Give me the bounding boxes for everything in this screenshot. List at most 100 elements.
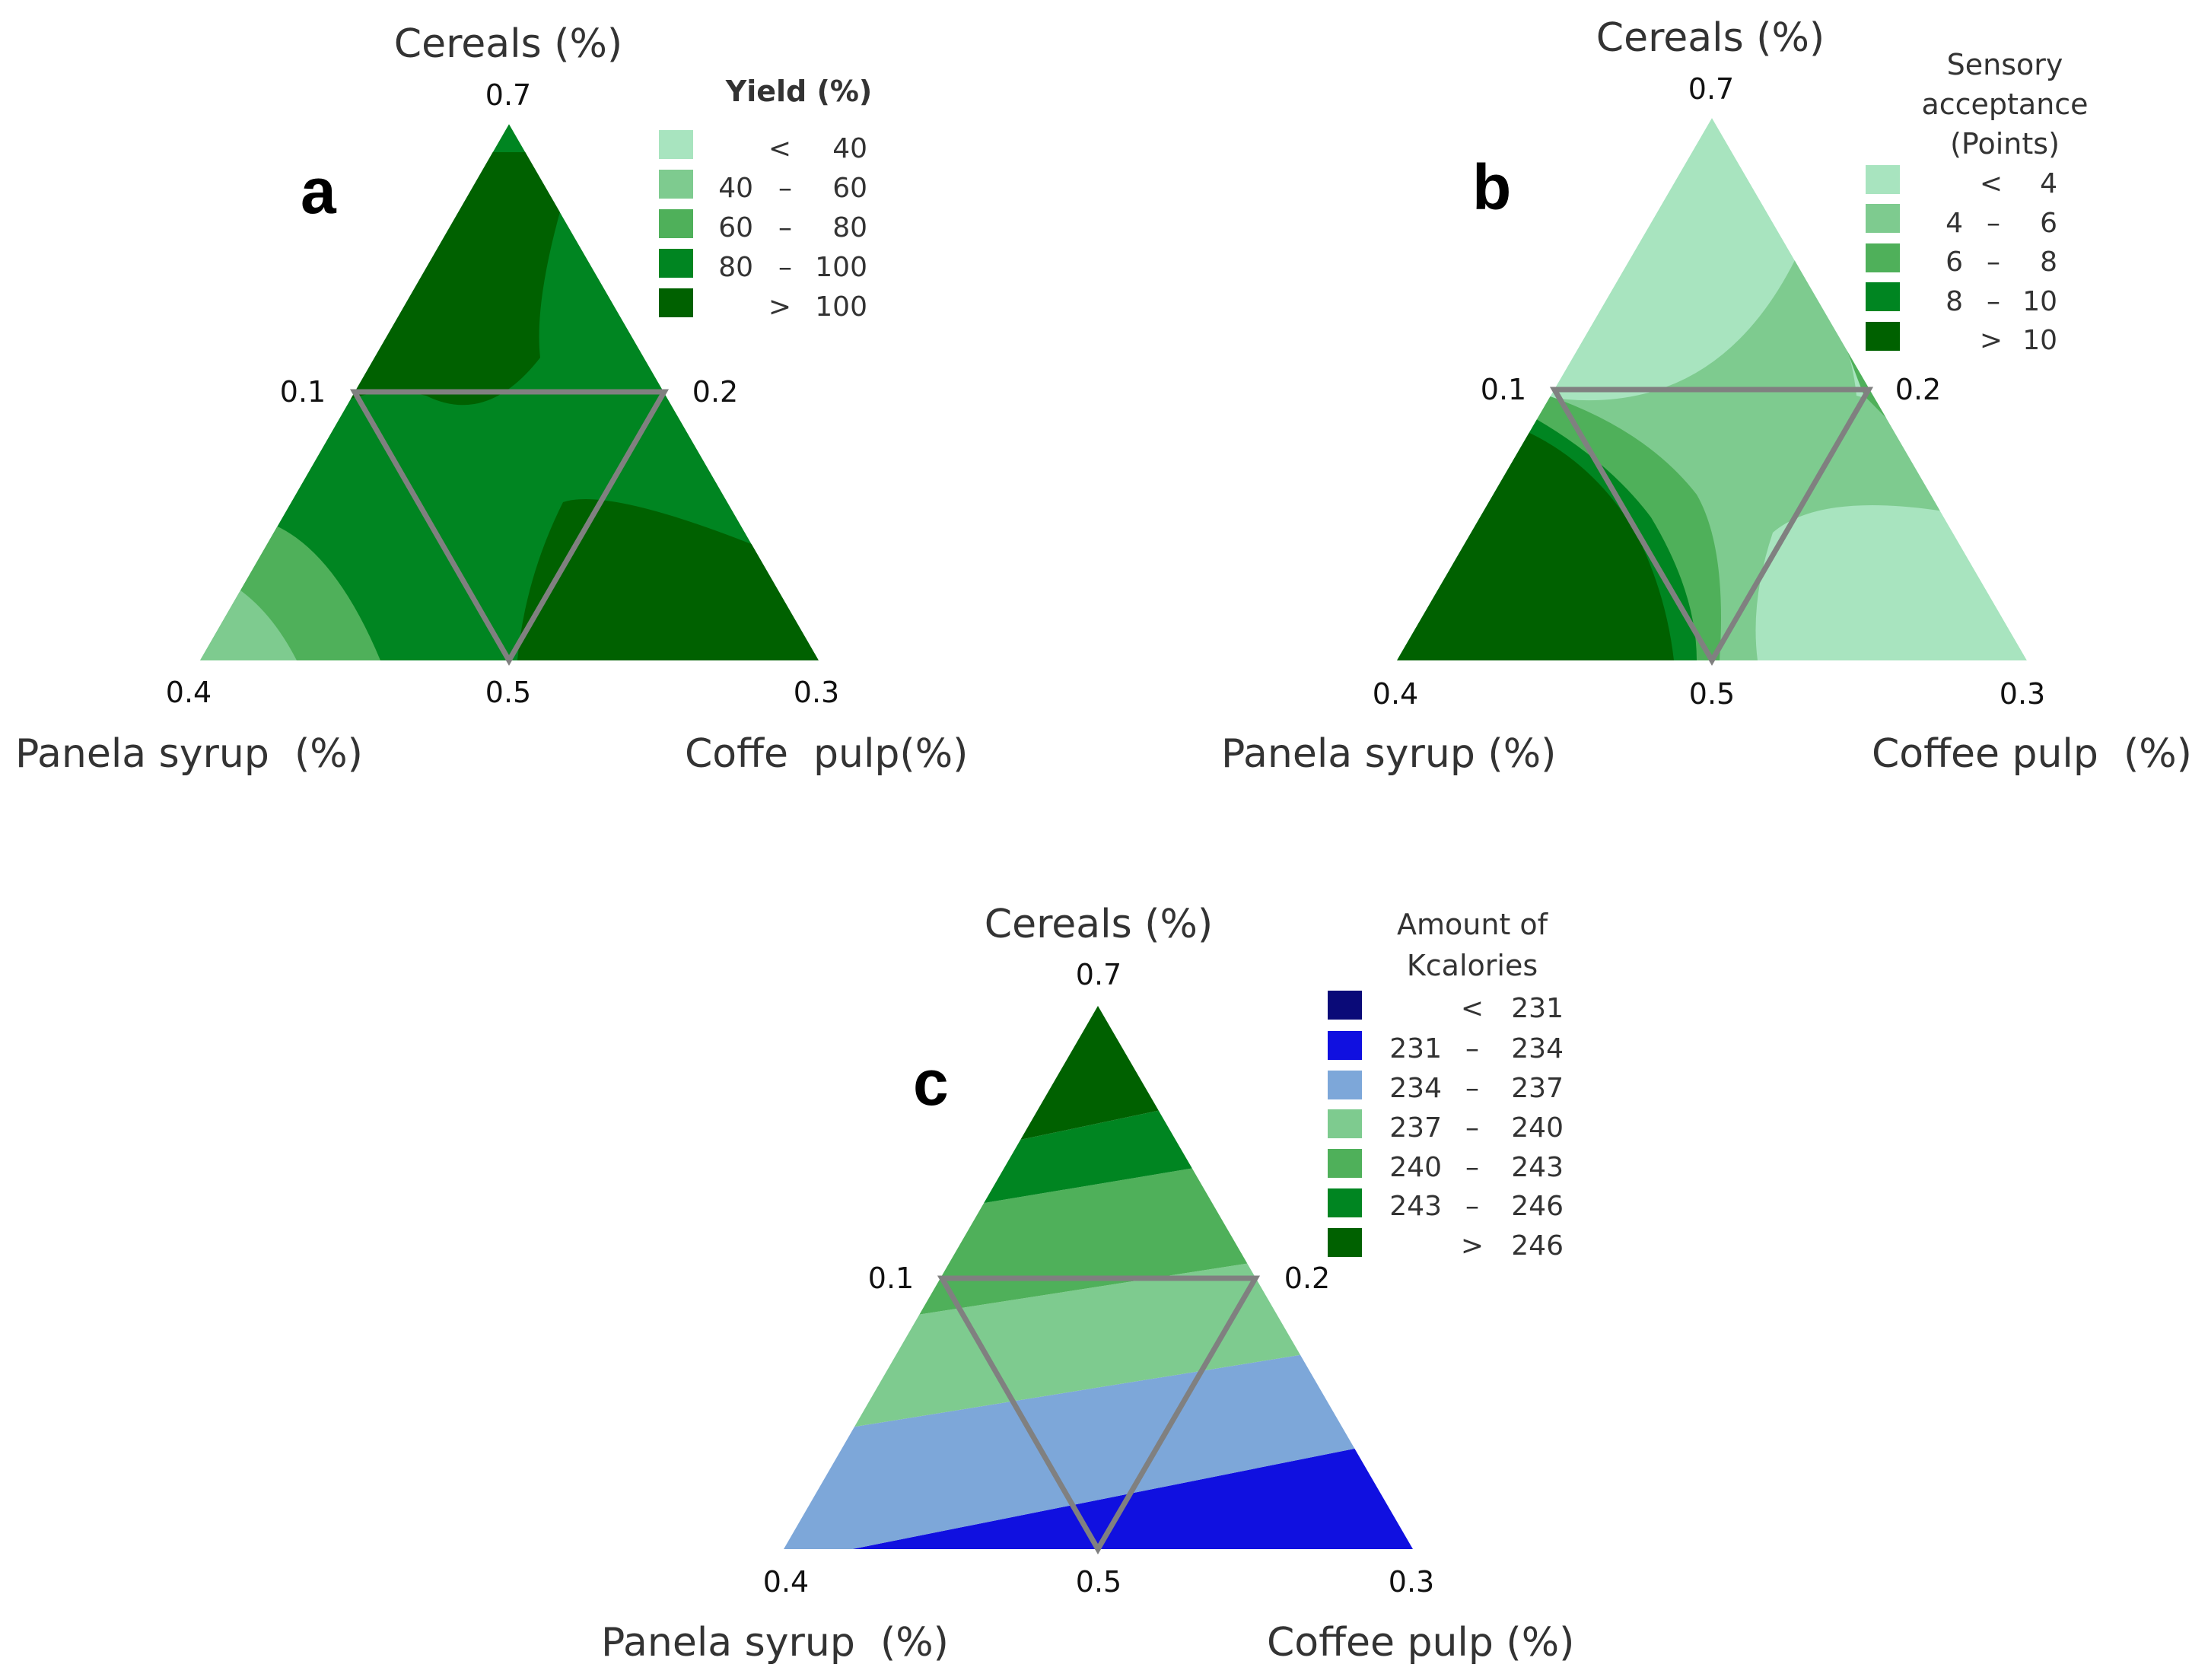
panel-b-legend-low: 8 [1946, 286, 1963, 317]
panel-b: Cereals (%) 0.7 0.1 0.2 0.4 0.5 0.3 Pane… [1221, 15, 2192, 777]
panel-a-legend-swatch [659, 170, 693, 199]
panel-c-legend-dash: – [1465, 1073, 1479, 1104]
panel-a-left-mid-value: 0.1 [280, 375, 326, 409]
panel-c-legend-swatch [1328, 991, 1362, 1020]
panel-a: Cereals (%) 0.7 0.1 0.2 0.4 0.5 0.3 Pane… [15, 21, 968, 777]
panel-a-right-value: 0.3 [794, 676, 839, 709]
panel-c-legend-low: 240 [1389, 1152, 1442, 1183]
panel-c-legend-low: 234 [1389, 1073, 1442, 1104]
panel-c-legend-high: 246 [1511, 1230, 1564, 1262]
panel-c-legend-swatch [1328, 1109, 1362, 1138]
panel-b-right-value: 0.3 [2000, 677, 2045, 711]
panel-a-legend-low: 40 [718, 173, 753, 204]
panel-c-legend-dash: – [1465, 1112, 1479, 1144]
panel-a-design-triangle [349, 389, 670, 667]
panel-b-left-label: Panela syrup (%) [1221, 731, 1556, 777]
panel-b-legend-high: 10 [2022, 325, 2057, 356]
panel-a-legend-high: 100 [815, 252, 867, 283]
panel-c: Cereals (%) 0.7 0.1 0.2 0.4 0.5 0.3 Pane… [601, 902, 1574, 1666]
panel-b-legend-swatch [1866, 243, 1900, 272]
panel-a-bottom-mid-value: 0.5 [485, 676, 531, 709]
panel-b-design-triangle [1549, 387, 1874, 666]
panel-c-legend-low: < [1461, 993, 1484, 1024]
panel-c-legend-dash: – [1465, 1033, 1479, 1064]
panel-b-legend-high: 10 [2022, 286, 2057, 317]
panel-c-legend-swatch [1328, 1149, 1362, 1178]
panel-c-legend-swatch [1328, 1188, 1362, 1217]
panel-b-legend-swatch [1866, 322, 1900, 351]
panel-b-legend-dash: – [1987, 286, 2000, 317]
panel-c-legend-high: 246 [1511, 1191, 1564, 1222]
panel-b-region-gt10 [1397, 426, 1674, 660]
panel-c-left-mid-value: 0.1 [868, 1262, 914, 1295]
panel-c-legend-low: 243 [1389, 1191, 1442, 1222]
panel-a-legend-high: 60 [832, 173, 867, 204]
panel-c-top-label: Cereals (%) [985, 902, 1213, 947]
panel-b-legend-low: 4 [1946, 208, 1963, 239]
panel-c-right-mid-value: 0.2 [1284, 1262, 1330, 1295]
panel-a-legend-high: 40 [832, 133, 867, 164]
panel-a-legend-dash: – [778, 252, 792, 283]
panel-a-letter: a [301, 155, 337, 227]
panel-c-region-234-237 [784, 1332, 1413, 1549]
panel-b-legend-high: 4 [2040, 168, 2057, 199]
panel-c-top-value: 0.7 [1076, 958, 1121, 991]
panel-c-legend-high: 237 [1511, 1073, 1564, 1104]
panel-b-legend-title-line: (Points) [1950, 127, 2060, 161]
panel-c-legend-high: 243 [1511, 1152, 1564, 1183]
panel-b-top-label: Cereals (%) [1596, 15, 1825, 61]
panel-b-top-value: 0.7 [1688, 72, 1734, 106]
panel-a-legend-dash: – [778, 173, 792, 204]
panel-c-legend-dash: – [1465, 1191, 1479, 1222]
panel-b-left-mid-value: 0.1 [1481, 373, 1526, 406]
panel-a-legend-title: Yield (%) [725, 75, 873, 108]
panel-a-legend-swatch [659, 249, 693, 278]
panel-a-legend-low: > [768, 291, 791, 323]
panel-b-letter: b [1472, 151, 1511, 223]
panel-a-legend-swatch [659, 288, 693, 317]
panel-a-legend: < 40 40 – 60 60 – 80 80 – 100 > 100 [659, 130, 867, 323]
panel-a-left-value: 0.4 [166, 676, 212, 709]
panel-a-top-label: Cereals (%) [394, 21, 622, 67]
panel-c-legend: < 231 231 – 234 234 – 237 237 – 240 240 … [1328, 991, 1564, 1262]
panel-b-right-mid-value: 0.2 [1895, 373, 1941, 406]
panel-a-region-gt100-right [517, 499, 819, 660]
panel-b-legend-low: 6 [1946, 247, 1963, 278]
panel-c-left-value: 0.4 [763, 1565, 809, 1599]
panel-b-legend-high: 6 [2040, 208, 2057, 239]
panel-c-legend-high: 240 [1511, 1112, 1564, 1144]
panel-b-right-label: Coffee pulp (%) [1872, 731, 2192, 777]
panel-c-letter: c [913, 1047, 949, 1118]
panel-b-legend-title-line: Sensory [1947, 48, 2063, 81]
panel-a-top-value: 0.7 [485, 78, 531, 112]
panel-c-legend-dash: – [1465, 1152, 1479, 1183]
panel-a-legend-dash: – [778, 212, 792, 243]
panel-c-legend-high: 234 [1511, 1033, 1564, 1064]
panel-c-legend-swatch [1328, 1071, 1362, 1099]
panel-b-legend-dash: – [1987, 208, 2000, 239]
panel-a-legend-low: 60 [718, 212, 753, 243]
panel-a-legend-swatch [659, 209, 693, 238]
panel-b-legend-high: 8 [2040, 247, 2057, 278]
panel-a-legend-swatch [659, 130, 693, 159]
panel-b-legend-title-line: acceptance [1921, 88, 2088, 121]
panel-b-legend-low: < [1980, 168, 2003, 199]
panel-b-legend-swatch [1866, 204, 1900, 233]
panel-c-legend-title-line: Amount of [1397, 908, 1549, 941]
panel-b-bottom-mid-value: 0.5 [1689, 677, 1735, 711]
panel-c-legend-low: > [1461, 1230, 1484, 1262]
panel-b-legend-swatch [1866, 282, 1900, 311]
panel-c-right-label: Coffee pulp (%) [1267, 1620, 1574, 1666]
panel-a-right-mid-value: 0.2 [692, 375, 738, 409]
panel-b-left-value: 0.4 [1373, 677, 1418, 711]
panel-c-bottom-mid-value: 0.5 [1076, 1565, 1121, 1599]
panel-c-right-value: 0.3 [1389, 1565, 1434, 1599]
panel-b-legend: < 4 4 – 6 6 – 8 8 – 10 > 10 [1866, 165, 2057, 356]
panel-a-legend-low: < [768, 133, 791, 164]
panel-a-right-label: Coffe pulp(%) [685, 731, 968, 777]
panel-c-left-label: Panela syrup (%) [601, 1620, 949, 1666]
panel-c-design-triangle [937, 1275, 1261, 1554]
panel-c-legend-title-line: Kcalories [1407, 949, 1538, 982]
panel-a-legend-high: 80 [832, 212, 867, 243]
